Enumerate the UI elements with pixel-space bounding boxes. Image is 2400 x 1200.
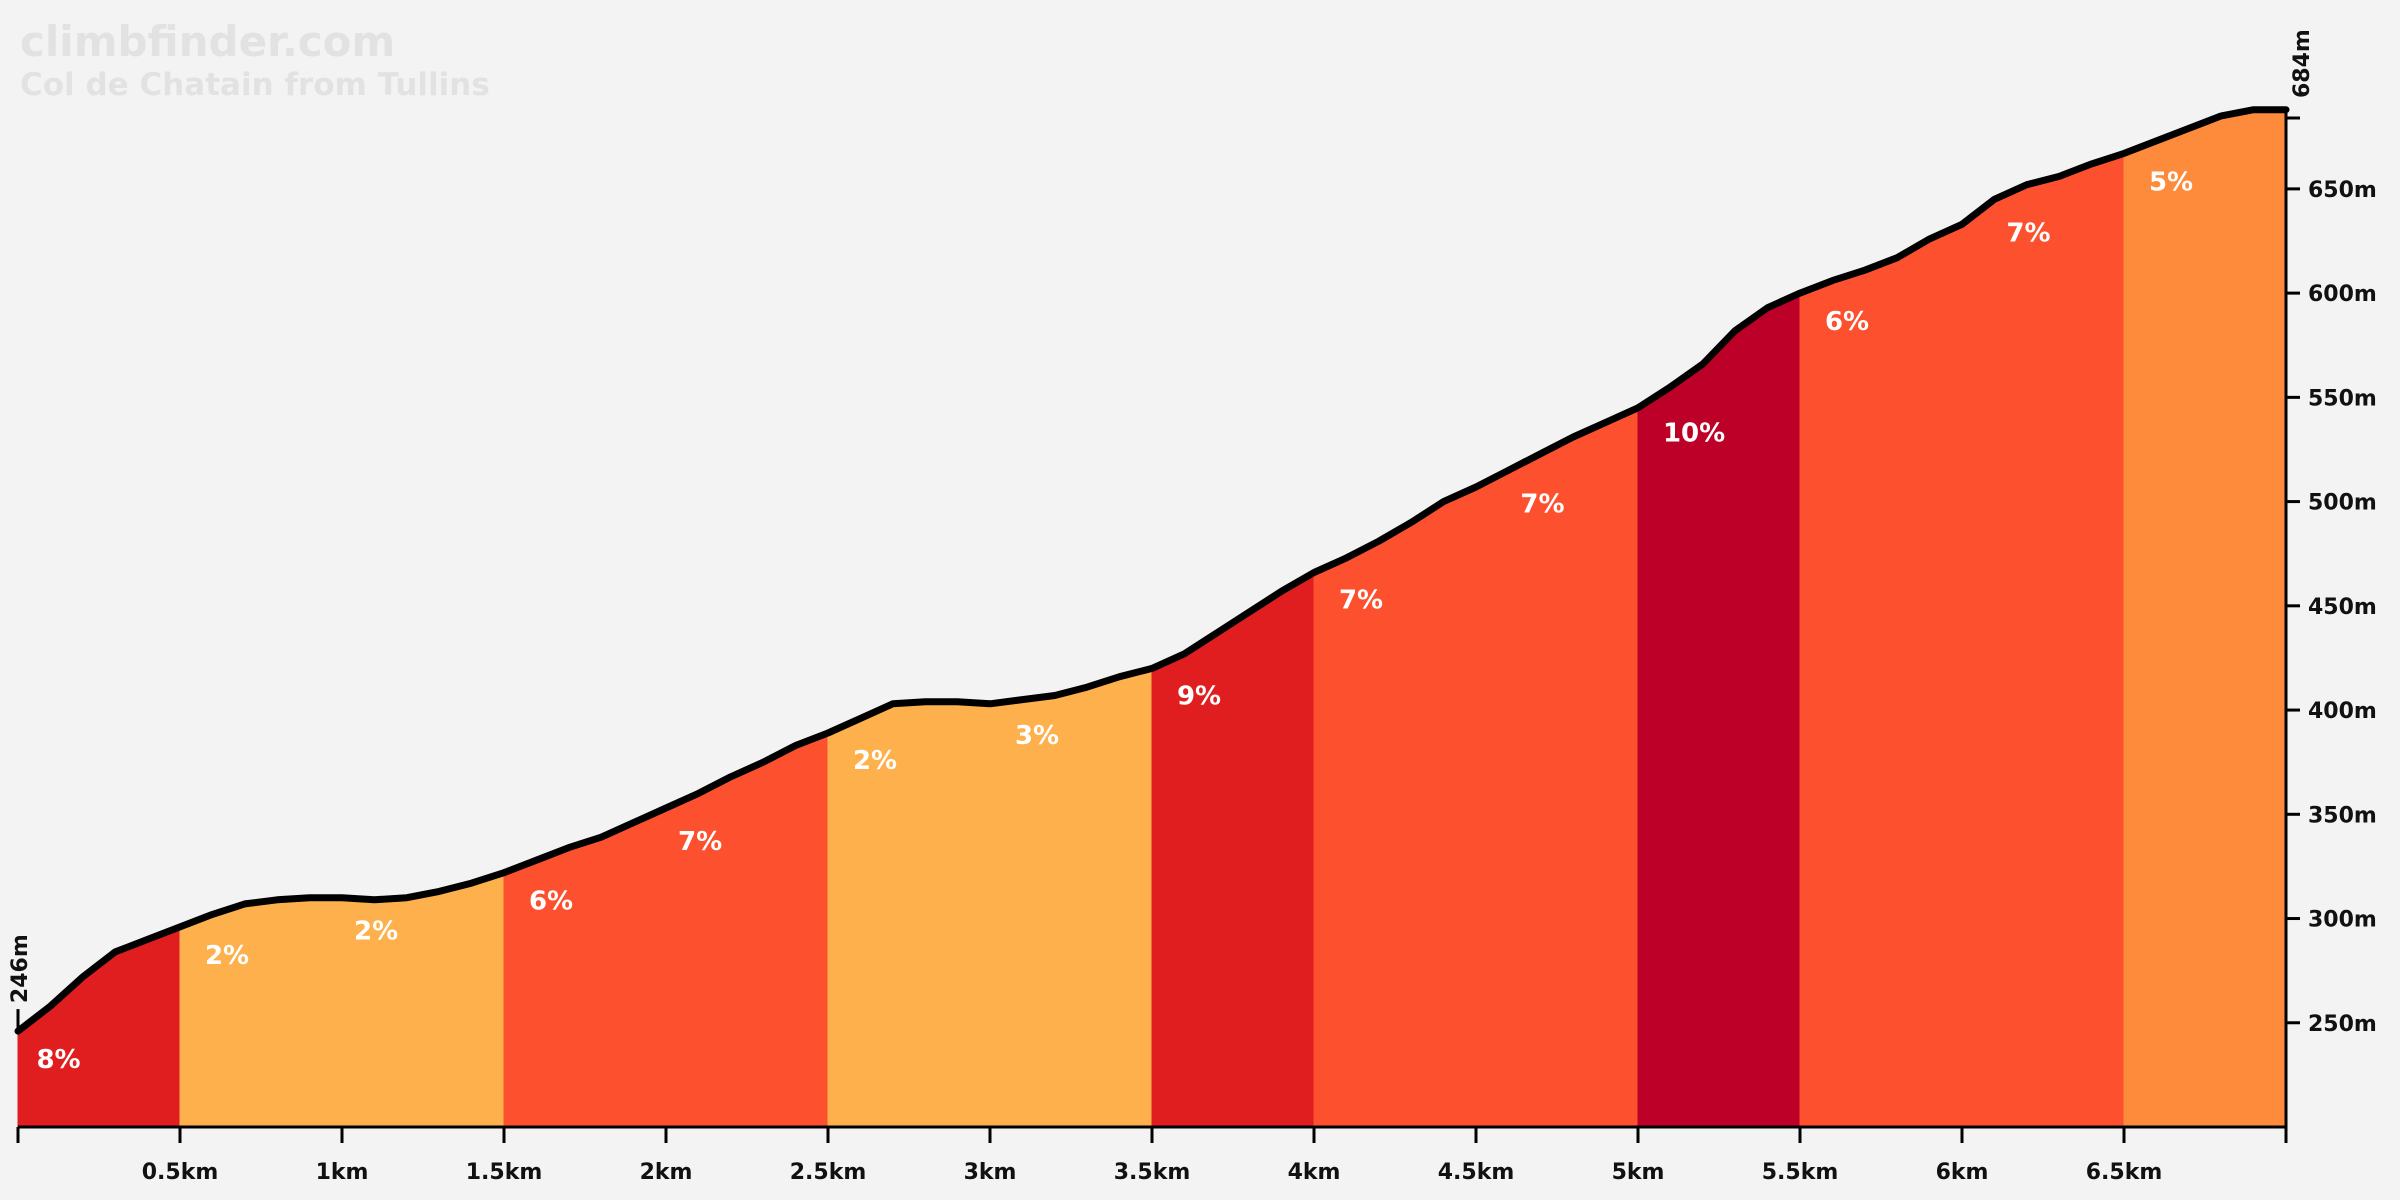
- chart-axes: 0.5km 1km 1.5km 2km 2.5km 3km 3.5km 4km 4.5km 5km…: [8, 29, 2377, 1185]
- climb-title: Col de Chatain from Tullins: [20, 67, 490, 103]
- y-tick-label-4: 400m: [2308, 699, 2377, 724]
- grade-label-1: 8%: [36, 1045, 80, 1075]
- x-tick-label-12: 6km: [1936, 1160, 1989, 1185]
- x-tick-label-13: 6.5km: [2086, 1160, 2163, 1185]
- y-tick-label-1: 250m: [2308, 1012, 2377, 1037]
- grade-label-14: 5%: [2149, 167, 2193, 197]
- x-tick-label-3: 1.5km: [466, 1160, 543, 1185]
- x-tick-label-5: 2.5km: [790, 1160, 867, 1185]
- x-tick-label-10: 5km: [1612, 1160, 1665, 1185]
- gradient-segments: [17, 109, 2287, 1128]
- y-tick-label-7: 550m: [2308, 386, 2377, 411]
- grade-segment-3: [503, 732, 829, 1128]
- grade-segment-6: [1313, 407, 1639, 1128]
- grade-label-8: 9%: [1177, 682, 1221, 712]
- x-tick-label-11: 5.5km: [1762, 1160, 1839, 1185]
- grade-segment-9: [2123, 109, 2287, 1128]
- x-tick-label-6: 3km: [964, 1160, 1017, 1185]
- y-tick-label-3: 350m: [2308, 803, 2377, 828]
- start-elevation-label: 246m: [8, 934, 33, 1003]
- grade-label-13: 7%: [2006, 218, 2050, 248]
- grade-label-12: 6%: [1825, 307, 1869, 337]
- grade-label-10: 7%: [1520, 489, 1564, 519]
- y-tick-label-2: 300m: [2308, 908, 2377, 933]
- x-tick-label-1: 0.5km: [142, 1160, 219, 1185]
- grade-label-5: 7%: [678, 827, 722, 857]
- y-tick-label-8: 600m: [2308, 282, 2377, 307]
- site-watermark: climbfinder.com: [20, 17, 395, 66]
- grade-labels: 8% 2% 2% 6% 7% 2% 3% 9% 7% 7% 10% 6% 7% 5%: [36, 167, 2193, 1075]
- grade-label-3: 2%: [354, 917, 398, 947]
- grade-label-2: 2%: [205, 941, 249, 971]
- x-tick-label-2: 1km: [316, 1160, 369, 1185]
- x-tick-label-9: 4.5km: [1438, 1160, 1515, 1185]
- grade-label-11: 10%: [1663, 418, 1725, 448]
- x-tick-label-7: 3.5km: [1114, 1160, 1191, 1185]
- grade-label-9: 7%: [1339, 586, 1383, 616]
- grade-segment-1: [17, 926, 181, 1128]
- grade-label-4: 6%: [529, 887, 573, 917]
- grade-segment-8: [1799, 152, 2125, 1128]
- y-tick-label-6: 500m: [2308, 491, 2377, 516]
- grade-label-7: 3%: [1015, 721, 1059, 751]
- y-tick-label-9: 650m: [2308, 178, 2377, 203]
- grade-label-6: 2%: [853, 746, 897, 776]
- grade-segment-4: [827, 667, 1153, 1128]
- x-tick-label-8: 4km: [1288, 1160, 1341, 1185]
- end-elevation-label: 684m: [2290, 29, 2315, 98]
- y-tick-label-5: 450m: [2308, 595, 2377, 620]
- x-tick-label-4: 2km: [640, 1160, 693, 1185]
- elevation-profile-line: [14, 106, 2290, 1035]
